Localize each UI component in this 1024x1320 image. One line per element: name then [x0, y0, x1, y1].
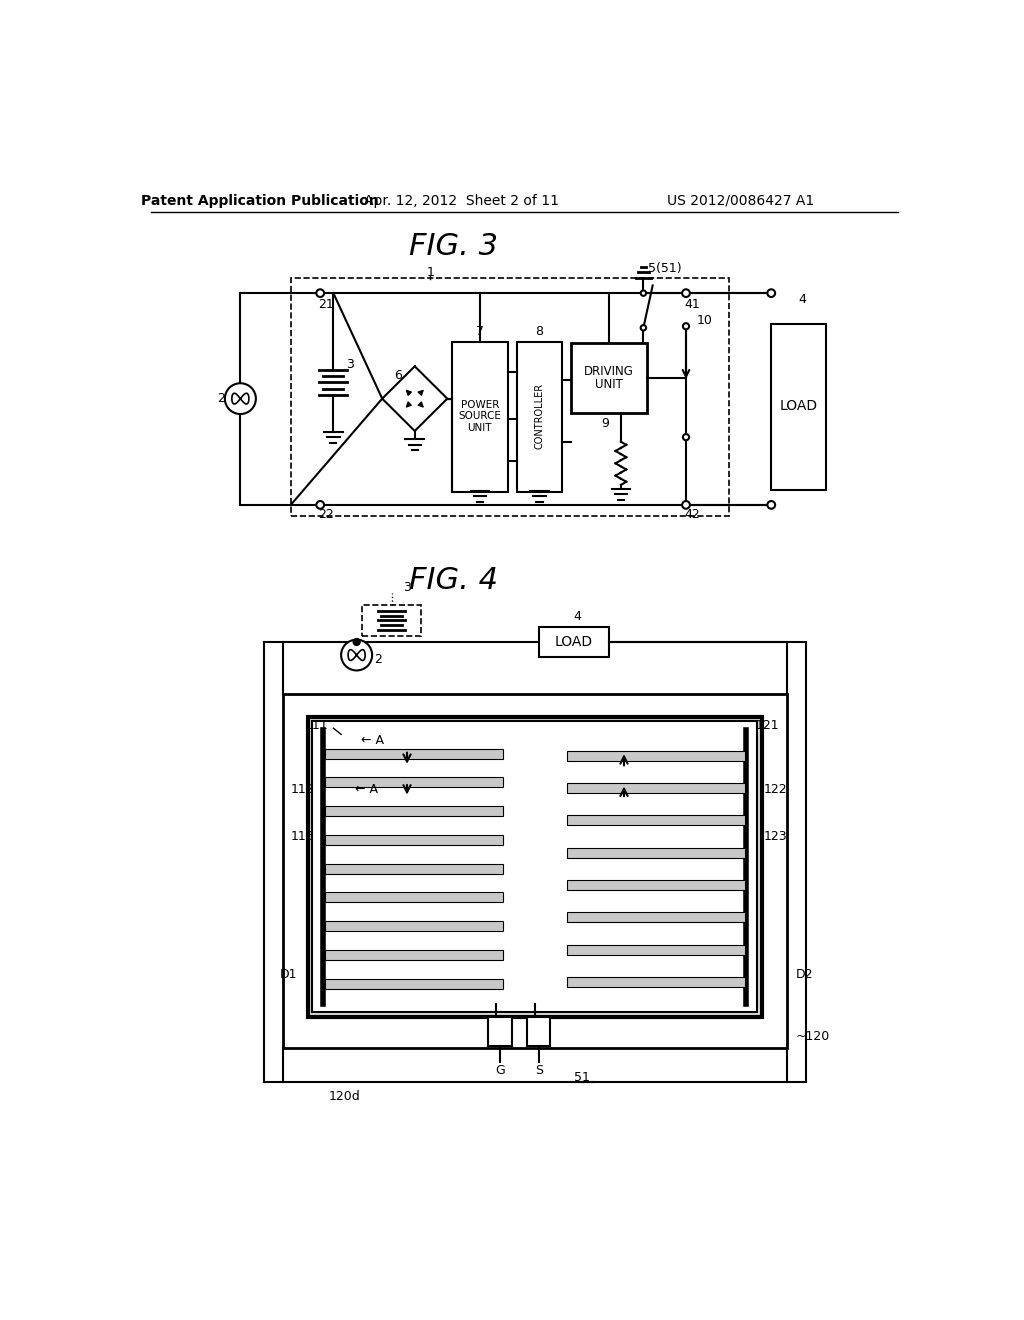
Text: 10: 10 — [697, 314, 713, 326]
Text: ~120: ~120 — [796, 1030, 830, 1043]
Text: US 2012/0086427 A1: US 2012/0086427 A1 — [667, 194, 814, 207]
Text: 121: 121 — [756, 719, 779, 733]
Circle shape — [683, 323, 689, 330]
Text: 21: 21 — [317, 298, 334, 312]
Text: D1: D1 — [280, 968, 297, 981]
Bar — [488, 1016, 512, 1047]
Bar — [291, 277, 729, 516]
Text: LOAD: LOAD — [555, 635, 593, 649]
Text: 6: 6 — [394, 370, 401, 381]
Bar — [566, 912, 744, 923]
Text: 2: 2 — [217, 392, 225, 405]
Text: 112: 112 — [291, 783, 314, 796]
Bar — [566, 945, 744, 954]
Text: ← A: ← A — [354, 783, 378, 796]
Bar — [325, 978, 503, 989]
Text: 113: 113 — [291, 829, 314, 842]
Text: FIG. 4: FIG. 4 — [409, 566, 498, 595]
Circle shape — [682, 502, 690, 508]
Circle shape — [225, 383, 256, 414]
Text: 42: 42 — [684, 508, 700, 520]
Text: CONTROLLER: CONTROLLER — [535, 383, 545, 449]
Text: 4: 4 — [573, 610, 582, 623]
Text: 1: 1 — [426, 265, 434, 279]
Circle shape — [353, 639, 359, 645]
Text: 3: 3 — [403, 581, 411, 594]
Text: 3: 3 — [346, 358, 354, 371]
Text: FIG. 3: FIG. 3 — [409, 232, 498, 261]
Circle shape — [767, 502, 775, 508]
Bar — [325, 777, 503, 788]
Circle shape — [641, 290, 646, 296]
Bar — [527, 1016, 550, 1047]
Circle shape — [316, 502, 324, 508]
Text: 7: 7 — [476, 325, 484, 338]
Bar — [308, 717, 762, 1016]
Circle shape — [767, 289, 775, 297]
Bar — [566, 847, 744, 858]
Circle shape — [682, 289, 690, 297]
Bar — [566, 783, 744, 793]
Text: S: S — [535, 1064, 543, 1077]
Bar — [325, 836, 503, 845]
Bar — [539, 627, 608, 657]
Bar — [325, 863, 503, 874]
Bar — [325, 921, 503, 931]
Text: 123: 123 — [764, 829, 787, 842]
Text: UNIT: UNIT — [595, 378, 624, 391]
Bar — [566, 816, 744, 825]
Text: POWER
SOURCE
UNIT: POWER SOURCE UNIT — [459, 400, 502, 433]
Circle shape — [317, 290, 324, 296]
Text: 4: 4 — [799, 293, 806, 306]
Text: 9: 9 — [601, 417, 609, 430]
Bar — [452, 342, 508, 492]
Circle shape — [641, 325, 646, 330]
Bar — [325, 807, 503, 816]
Circle shape — [683, 434, 689, 441]
Text: DRIVING: DRIVING — [585, 366, 634, 379]
Bar — [362, 605, 421, 636]
Text: 5(51): 5(51) — [648, 261, 682, 275]
Text: 51: 51 — [573, 1071, 590, 1084]
Bar — [566, 751, 744, 760]
Bar — [312, 721, 758, 1012]
Circle shape — [316, 289, 324, 297]
Bar — [566, 977, 744, 987]
Text: Patent Application Publication: Patent Application Publication — [141, 194, 379, 207]
Circle shape — [341, 640, 372, 671]
Text: 111: 111 — [304, 719, 328, 733]
Bar — [571, 343, 647, 412]
Bar — [517, 342, 562, 492]
Bar — [325, 748, 503, 759]
Circle shape — [317, 502, 324, 508]
Text: LOAD: LOAD — [779, 400, 817, 413]
Text: 8: 8 — [536, 325, 544, 338]
Bar — [566, 880, 744, 890]
Text: 122: 122 — [764, 783, 787, 796]
Text: Apr. 12, 2012  Sheet 2 of 11: Apr. 12, 2012 Sheet 2 of 11 — [364, 194, 559, 207]
Bar — [771, 323, 825, 490]
Text: ← A: ← A — [360, 734, 384, 747]
Text: 2: 2 — [374, 653, 382, 667]
Text: G: G — [496, 1064, 505, 1077]
Text: D2: D2 — [796, 968, 813, 981]
Bar — [283, 693, 786, 1048]
Text: 41: 41 — [684, 298, 700, 312]
Bar — [325, 950, 503, 960]
Text: 22: 22 — [317, 508, 334, 520]
Text: 120d: 120d — [329, 1090, 360, 1102]
Bar — [325, 892, 503, 903]
